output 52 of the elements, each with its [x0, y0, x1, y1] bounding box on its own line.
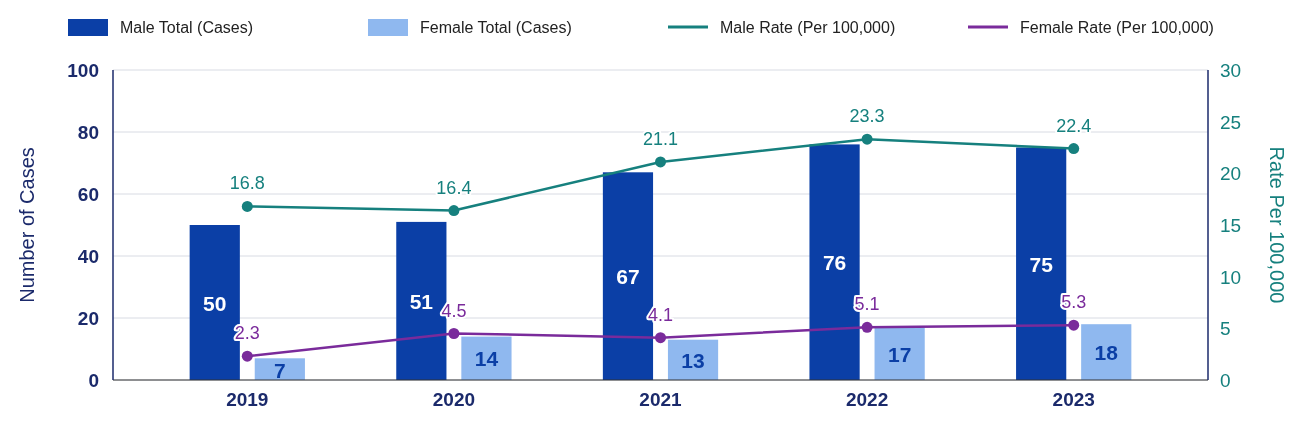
x-tick-label: 2020: [432, 389, 476, 410]
data-label: 16.8: [229, 173, 265, 194]
point: [1068, 319, 1080, 331]
point: [655, 332, 666, 344]
data-label: 18: [1094, 341, 1119, 365]
point: [861, 133, 873, 145]
y-axis-title: Number of Cases: [16, 147, 38, 303]
point: [241, 350, 253, 362]
data-label: 75: [1029, 252, 1054, 276]
x-tick-label: 2019: [226, 389, 269, 410]
data-label: 13: [681, 348, 705, 372]
point: [655, 156, 666, 168]
point: [861, 321, 873, 333]
data-label: 14: [474, 347, 499, 371]
data-label: 23.3: [849, 106, 885, 127]
data-label: 7: [273, 359, 286, 383]
y-tick-label: 100: [67, 60, 99, 81]
y2-tick-label: 25: [1220, 111, 1242, 133]
point: [448, 205, 460, 217]
y-tick-label: 80: [77, 122, 99, 143]
data-label: 22.4: [1056, 115, 1092, 136]
x-tick-label: 2022: [845, 389, 889, 410]
y2-tick-label: 20: [1220, 163, 1242, 185]
y2-tick-label: 5: [1220, 318, 1231, 340]
bar: [1081, 324, 1132, 380]
legend-label: Male Rate (Per 100,000): [720, 19, 896, 36]
x-tick-label: 2023: [1052, 389, 1095, 410]
y-tick-label: 20: [77, 308, 99, 329]
y2-axis-title: Rate Per 100,000: [1266, 146, 1288, 304]
data-label: 21.1: [642, 128, 679, 149]
legend-label: Female Total (Cases): [420, 19, 572, 36]
data-label: 51: [409, 289, 434, 313]
data-label: 50: [203, 291, 227, 315]
x-tick-label: 2021: [639, 389, 683, 410]
legend-label: Male Total (Cases): [120, 19, 254, 36]
legend-label: Female Rate (Per 100,000): [1020, 19, 1214, 36]
y-tick-label: 40: [77, 246, 99, 267]
point: [448, 328, 460, 339]
data-label: 67: [616, 265, 640, 289]
y2-tick-label: 0: [1220, 370, 1231, 391]
point: [241, 200, 253, 212]
data-label: 16.4: [436, 177, 472, 198]
point: [1068, 143, 1080, 155]
y2-tick-label: 15: [1220, 215, 1242, 236]
data-label: 17: [887, 342, 912, 366]
bar: [874, 327, 925, 380]
y-tick-label: 0: [88, 370, 99, 391]
bar: [461, 336, 512, 380]
data-label: 76: [822, 251, 847, 275]
y-tick-label: 60: [77, 184, 99, 205]
y2-tick-label: 10: [1220, 266, 1242, 288]
y2-tick-label: 30: [1220, 60, 1242, 81]
